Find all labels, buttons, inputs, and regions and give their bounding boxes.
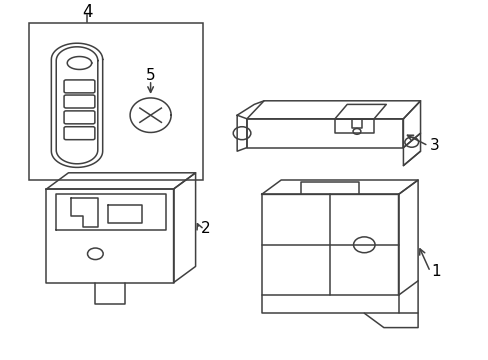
Text: 4: 4 <box>81 3 92 21</box>
Text: 3: 3 <box>428 138 438 153</box>
Bar <box>29 23 203 180</box>
Text: 5: 5 <box>145 68 155 83</box>
Text: 1: 1 <box>430 264 440 279</box>
Text: 2: 2 <box>200 221 210 236</box>
